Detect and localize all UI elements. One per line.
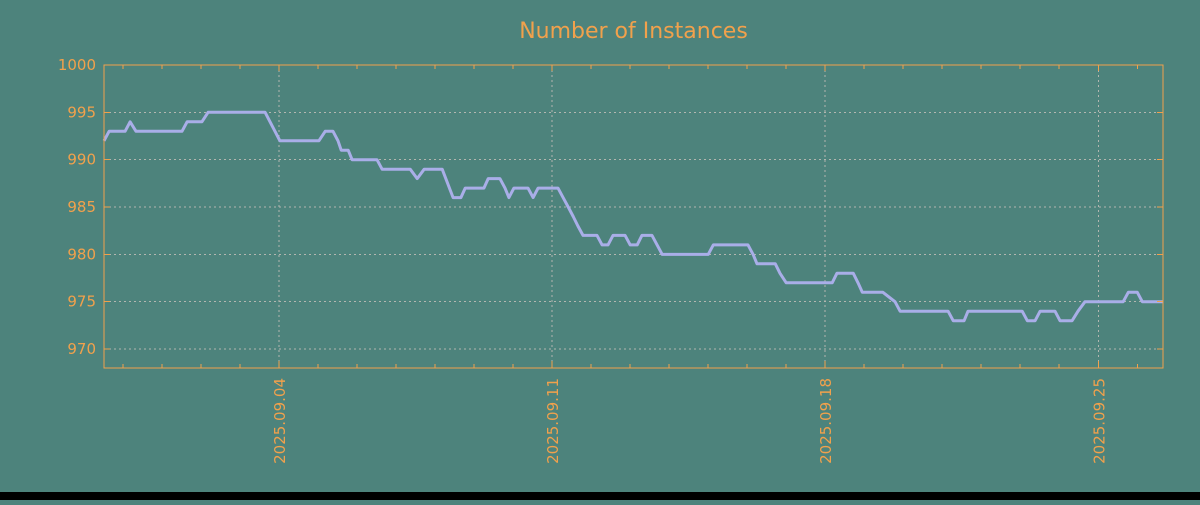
- x-tick-label: 2025.09.25: [1090, 378, 1108, 464]
- y-tick-label: 990: [67, 151, 96, 169]
- x-tick-label: 2025.09.11: [544, 378, 562, 464]
- y-tick-label: 1000: [58, 56, 96, 74]
- x-tick-label: 2025.09.18: [817, 378, 835, 464]
- y-tick-label: 985: [67, 198, 96, 216]
- gridlines: [104, 65, 1163, 368]
- y-tick-label: 995: [67, 103, 96, 121]
- y-tick-label: 975: [67, 293, 96, 311]
- y-tick-label: 970: [67, 340, 96, 358]
- plot-border: [103, 64, 1164, 369]
- y-tick-label: 980: [67, 245, 96, 263]
- data-line: [102, 110, 1163, 323]
- chart-title: Number of Instances: [519, 19, 748, 44]
- bottom-bar: [0, 492, 1200, 500]
- axis-ticks: [104, 64, 1163, 368]
- axis-labels: 970 975 980 985 990 995 1000 2025.09.04 2025.09.…: [58, 56, 1108, 464]
- x-tick-label: 2025.09.04: [271, 378, 289, 464]
